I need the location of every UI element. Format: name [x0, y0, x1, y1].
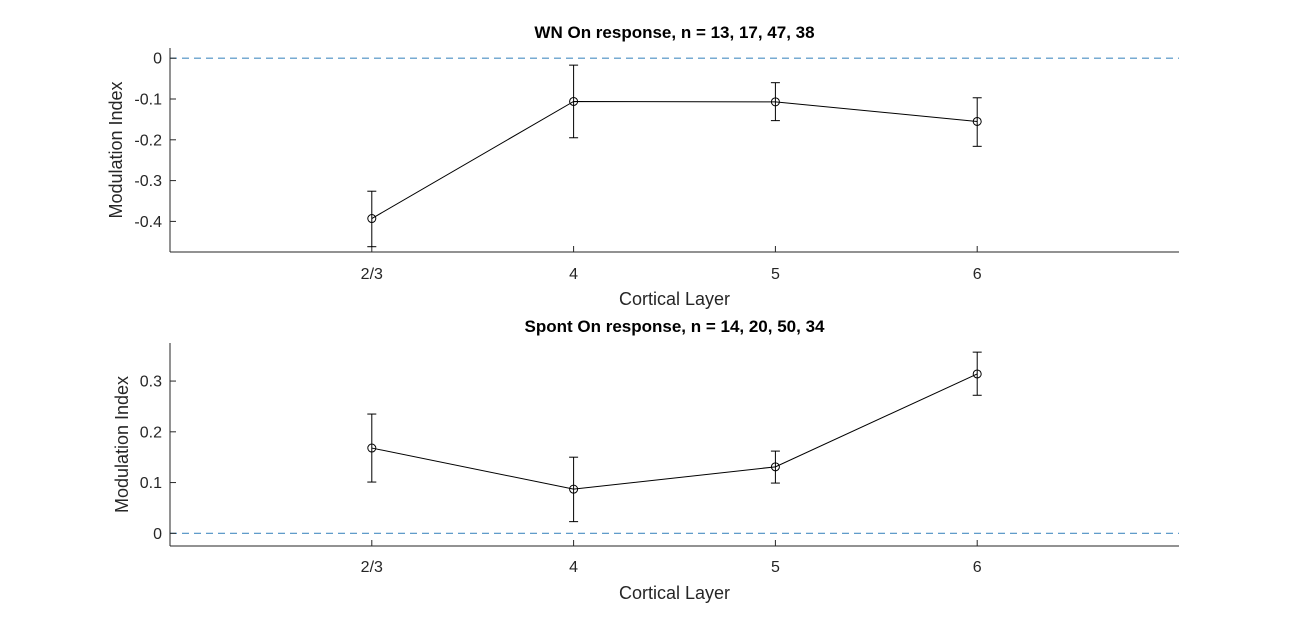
x-tick-label: 6 — [973, 266, 982, 283]
error-bar — [770, 450, 780, 484]
error-bar — [972, 351, 982, 396]
error-bar — [972, 97, 982, 147]
y-tick-label: 0.3 — [140, 374, 162, 391]
x-tick-label: 6 — [973, 559, 982, 576]
y-axis-label: Modulation Index — [106, 81, 126, 218]
y-tick-label: -0.1 — [134, 92, 162, 109]
chart-panel-2: Spont On response, n = 14, 20, 50, 34 0 0.… — [112, 317, 1179, 603]
y-tick-label: 0.1 — [140, 475, 162, 492]
x-tick-label: 4 — [569, 266, 578, 283]
error-bar — [569, 64, 579, 139]
series-line — [371, 373, 978, 490]
x-tick-label: 2/3 — [361, 266, 383, 283]
chart-title: WN On response, n = 13, 17, 47, 38 — [534, 23, 814, 42]
data-point — [569, 96, 579, 106]
y-tick-label: 0 — [153, 51, 162, 68]
x-tick-label: 2/3 — [361, 559, 383, 576]
data-point — [770, 97, 780, 107]
y-axis-label: Modulation Index — [112, 376, 132, 513]
x-tick-label: 5 — [771, 559, 780, 576]
x-axis-label: Cortical Layer — [619, 289, 730, 309]
data-point — [367, 214, 377, 224]
error-bar — [770, 82, 780, 122]
y-tick-label: 0 — [153, 526, 162, 543]
data-point — [770, 462, 780, 472]
x-tick-label: 5 — [771, 266, 780, 283]
data-point — [972, 116, 982, 126]
series-line — [371, 100, 978, 219]
error-bar — [367, 190, 377, 248]
error-bar — [569, 456, 579, 523]
x-tick-label: 4 — [569, 559, 578, 576]
y-tick-label: -0.3 — [134, 173, 162, 190]
data-point — [972, 369, 982, 379]
y-tick-label: -0.2 — [134, 132, 162, 149]
data-point — [367, 443, 377, 453]
y-tick-label: 0.2 — [140, 424, 162, 441]
chart-title: Spont On response, n = 14, 20, 50, 34 — [525, 317, 826, 336]
y-tick-label: -0.4 — [134, 214, 162, 231]
chart-panel-1: WN On response, n = 13, 17, 47, 38 0 -0.1 -… — [106, 23, 1179, 309]
data-point — [569, 484, 579, 494]
error-bar — [367, 413, 377, 483]
x-axis-label: Cortical Layer — [619, 583, 730, 603]
